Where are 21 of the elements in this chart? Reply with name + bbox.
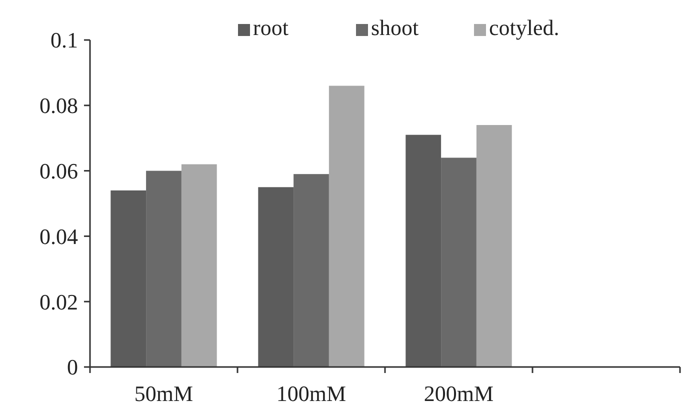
legend-label: cotyled.: [489, 15, 560, 40]
x-tick-label: 100mM: [276, 381, 346, 406]
y-tick-label: 0: [67, 354, 78, 380]
bar: [258, 187, 294, 367]
y-tick-label: 0.1: [50, 28, 78, 53]
bar: [181, 164, 217, 367]
bar: [406, 134, 442, 367]
bar: [441, 158, 476, 367]
bar: [294, 174, 329, 367]
x-tick-label: 50mM: [134, 381, 194, 406]
bar: [146, 170, 182, 367]
legend-label: root: [253, 15, 288, 40]
bar: [328, 86, 364, 367]
y-tick-label: 0.02: [40, 289, 78, 314]
y-tick-label: 0.08: [40, 93, 78, 118]
y-tick-label: 0.06: [40, 158, 78, 184]
x-tick-label: 200mM: [424, 381, 494, 406]
legend-label: shoot: [371, 15, 419, 40]
bar: [476, 125, 512, 367]
bar: [110, 190, 146, 367]
y-tick-label: 0.04: [40, 224, 78, 249]
